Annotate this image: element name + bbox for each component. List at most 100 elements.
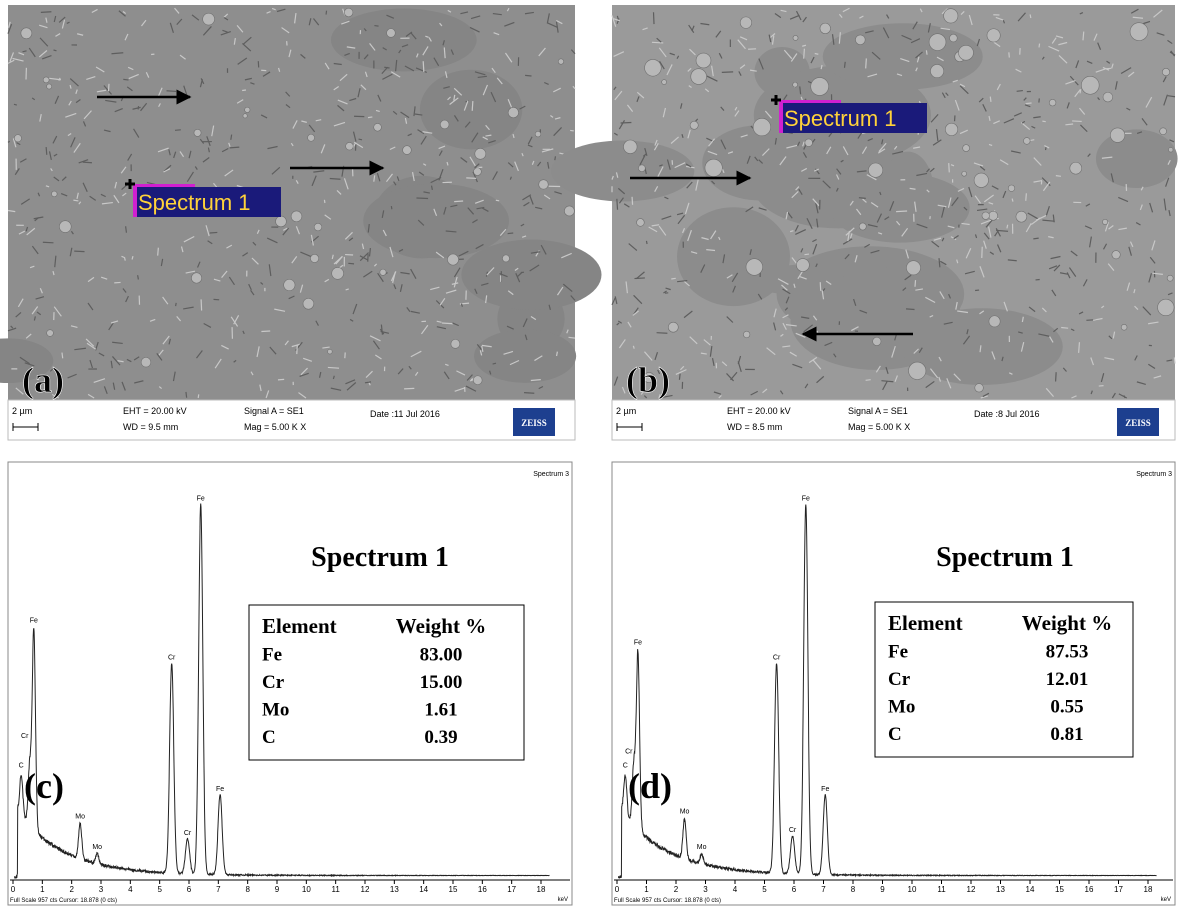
x-tick-label: 5	[762, 885, 767, 894]
texture	[54, 50, 57, 51]
grain	[830, 173, 970, 243]
texture	[804, 49, 805, 59]
texture	[454, 201, 463, 202]
x-tick-label: 1	[644, 885, 649, 894]
x-tick-label: 13	[996, 885, 1005, 894]
x-tick-label: 17	[507, 885, 516, 894]
texture	[800, 86, 801, 94]
footer: Full Scale 957 cts Cursor: 18.878 (0 cts…	[10, 898, 117, 904]
texture	[1012, 199, 1013, 202]
particle	[859, 223, 866, 230]
texture	[368, 117, 372, 118]
texture	[158, 248, 159, 256]
peak-label: Cr	[789, 827, 797, 834]
marker-edge	[133, 187, 137, 217]
particle	[564, 206, 574, 216]
mag: Mag = 5.00 K X	[848, 422, 910, 432]
texture	[671, 278, 675, 279]
texture	[41, 12, 52, 13]
x-tick-label: 6	[792, 885, 797, 894]
x-tick-label: 0	[615, 885, 620, 894]
particle	[440, 120, 449, 129]
texture	[557, 352, 558, 356]
particle	[1158, 299, 1174, 315]
x-tick-label: 5	[157, 885, 162, 894]
texture	[201, 299, 202, 310]
particle	[959, 45, 974, 60]
particle	[820, 23, 831, 34]
particle	[987, 29, 1000, 42]
particle	[962, 171, 967, 176]
texture	[261, 331, 270, 332]
particle	[930, 64, 943, 77]
texture	[138, 275, 139, 279]
texture	[83, 162, 92, 163]
table-cell: 0.81	[1050, 724, 1083, 745]
particle	[191, 273, 201, 283]
table-header: Element	[888, 611, 963, 635]
particle	[14, 135, 21, 142]
peak-label: Fe	[30, 618, 38, 625]
texture	[176, 303, 177, 306]
table-cell: 15.00	[420, 672, 463, 693]
corner-label: Spectrum 3	[533, 471, 569, 478]
particle	[508, 107, 518, 117]
particle	[59, 221, 71, 233]
particle	[705, 159, 722, 176]
texture	[555, 156, 556, 160]
texture	[1065, 124, 1073, 125]
panel-label: (d)	[628, 766, 672, 806]
grain	[1096, 129, 1178, 188]
texture	[370, 248, 371, 256]
particle	[868, 163, 882, 177]
particle	[451, 339, 460, 348]
texture	[1061, 327, 1068, 328]
x-tick-label: 18	[537, 885, 546, 894]
particle	[303, 298, 314, 309]
particle	[447, 254, 458, 265]
x-tick-label: 15	[449, 885, 458, 894]
peak-label: Mo	[680, 809, 690, 816]
particle	[944, 9, 958, 23]
signal: Signal A = SE1	[244, 406, 304, 416]
spectrum-label: Spectrum 1	[138, 190, 251, 215]
table-header: Element	[262, 614, 337, 638]
particle	[1023, 138, 1030, 145]
particle	[1160, 128, 1167, 135]
texture	[896, 211, 907, 212]
texture	[926, 50, 927, 54]
spectrum-label: Spectrum 1	[784, 106, 897, 131]
x-tick-label: 4	[128, 885, 133, 894]
particle	[873, 337, 881, 345]
texture	[1008, 260, 1017, 261]
spectrum-title: Spectrum 1	[936, 542, 1074, 573]
table-cell: 0.39	[424, 727, 457, 748]
texture	[231, 135, 232, 140]
particle	[1049, 99, 1056, 106]
x-tick-label: 15	[1055, 885, 1064, 894]
x-tick-label: 16	[478, 885, 487, 894]
particle	[1110, 128, 1125, 143]
x-tick-label: 2	[69, 885, 74, 894]
texture	[844, 62, 845, 68]
texture	[525, 75, 531, 76]
texture	[804, 254, 809, 255]
texture	[859, 198, 866, 199]
texture	[1030, 14, 1031, 18]
texture	[906, 309, 914, 310]
particle	[245, 107, 250, 112]
texture	[210, 232, 218, 233]
particle	[662, 80, 667, 85]
texture	[132, 256, 133, 259]
texture	[186, 392, 187, 398]
texture	[790, 231, 793, 232]
particle	[203, 13, 215, 25]
texture	[1079, 342, 1080, 353]
table-cell: 0.55	[1050, 697, 1083, 718]
texture	[14, 104, 17, 105]
footer: Full Scale 957 cts Cursor: 18.878 (0 cts…	[614, 898, 721, 904]
x-tick-label: 3	[703, 885, 708, 894]
signal: Signal A = SE1	[848, 406, 908, 416]
peak-label: Cr	[168, 654, 176, 661]
particle	[535, 131, 541, 137]
